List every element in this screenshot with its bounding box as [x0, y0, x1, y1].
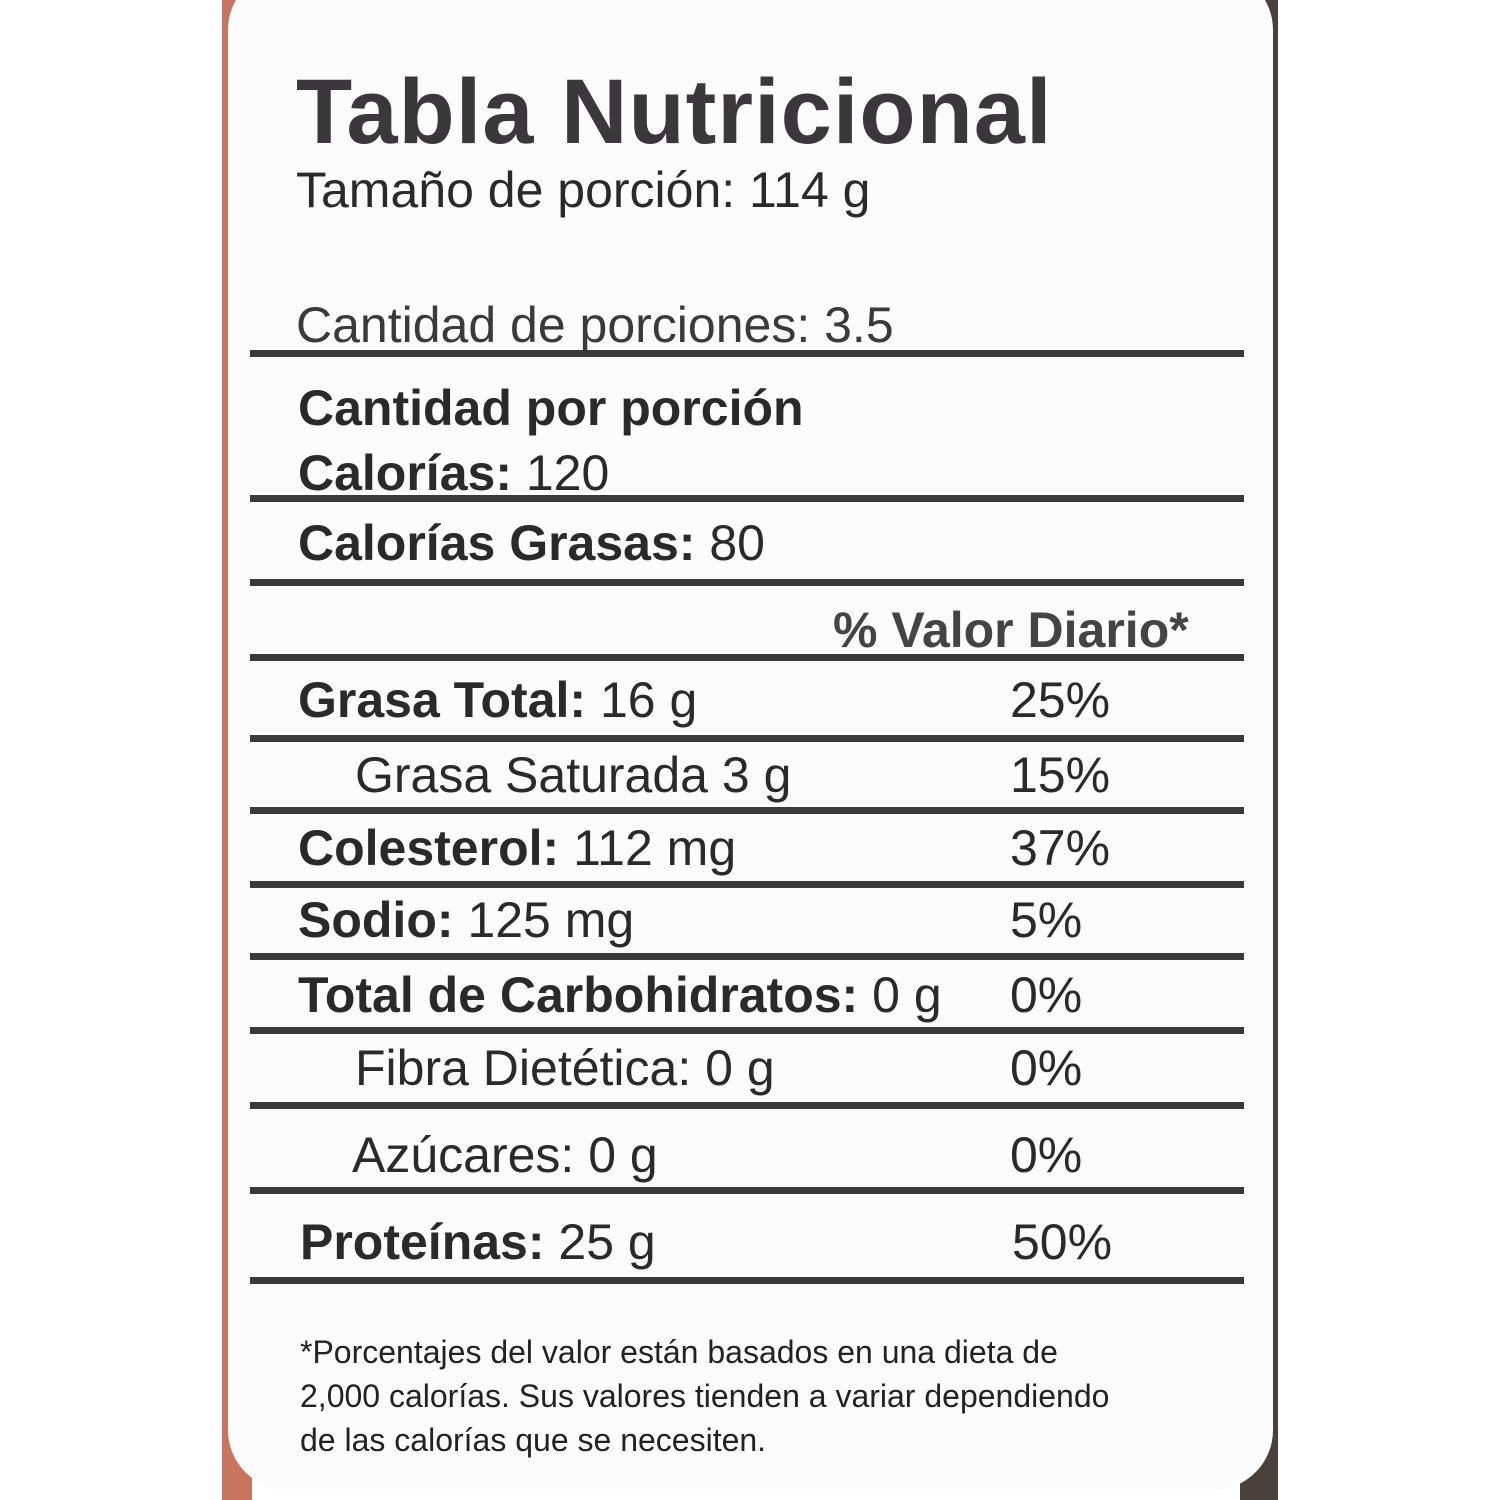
nutrient-row-sodium: Sodio: 125 mg: [298, 895, 634, 945]
nutrient-row-carbohydrates: Total de Carbohidratos: 0 g: [298, 970, 942, 1020]
divider: [250, 807, 1244, 814]
nutrient-label: Colesterol:: [298, 820, 560, 876]
nutrient-label: Proteínas:: [300, 1214, 545, 1270]
calories-value: 120: [525, 445, 610, 501]
nutrient-value: 112 mg: [573, 820, 737, 876]
nutrient-dv: 50%: [1012, 1214, 1113, 1270]
label-title: Tabla Nutricional: [296, 61, 1053, 163]
nutrient-dv: 25%: [1010, 672, 1111, 728]
calories-label: Calorías:: [298, 445, 512, 501]
nutrient-row-fiber: Fibra Dietética: 0 g: [355, 1040, 775, 1096]
divider: [250, 735, 1244, 742]
divider: [250, 495, 1244, 502]
fat-calories-row: Calorías Grasas: 80: [298, 518, 765, 568]
divider: [250, 1277, 1244, 1284]
nutrient-label: Grasa Total:: [298, 672, 587, 728]
nutrient-value: 0 g: [872, 967, 942, 1023]
nutrient-value: 25 g: [558, 1214, 656, 1270]
footnote-line: de las calorías que se necesiten.: [300, 1422, 767, 1458]
divider: [250, 1027, 1244, 1034]
nutrient-value: 125 mg: [467, 892, 635, 948]
divider: [250, 953, 1244, 960]
fat-calories-label: Calorías Grasas:: [298, 515, 696, 571]
divider: [250, 1187, 1244, 1194]
nutrient-row-sugars: Azúcares: 0 g: [352, 1127, 658, 1183]
nutrient-dv: 0%: [1010, 1127, 1083, 1183]
divider: [250, 1102, 1244, 1109]
divider: [250, 350, 1244, 357]
nutrient-row-saturated-fat: Grasa Saturada 3 g: [355, 747, 792, 803]
footnote-line: 2,000 calorías. Sus valores tienden a va…: [300, 1378, 1110, 1414]
nutrient-row-cholesterol: Colesterol: 112 mg: [298, 823, 736, 873]
footnote-line: *Porcentajes del valor están basados en …: [300, 1334, 1058, 1370]
nutrient-dv: 5%: [1010, 892, 1083, 948]
nutrient-dv: 0%: [1010, 967, 1083, 1023]
calories-row: Calorías: 120: [298, 448, 609, 498]
divider: [250, 654, 1244, 661]
nutrition-label: [228, 0, 1273, 1490]
nutrient-dv: 37%: [1010, 820, 1111, 876]
nutrient-label: Sodio:: [298, 892, 454, 948]
fat-calories-value: 80: [709, 515, 765, 571]
serving-size: Tamaño de porción: 114 g: [296, 162, 871, 218]
daily-value-header: % Valor Diario*: [833, 602, 1189, 658]
nutrient-dv: 15%: [1010, 747, 1111, 803]
nutrient-value: 16 g: [599, 672, 698, 728]
nutrient-label: Total de Carbohidratos:: [298, 967, 859, 1023]
nutrient-row-protein: Proteínas: 25 g: [300, 1217, 656, 1267]
divider: [250, 579, 1244, 586]
nutrient-dv: 0%: [1010, 1040, 1083, 1096]
servings-per-container: Cantidad de porciones: 3.5: [296, 297, 894, 353]
divider: [250, 881, 1244, 888]
nutrient-row-total-fat: Grasa Total: 16 g: [298, 675, 697, 725]
amount-per-serving: Cantidad por porción: [298, 380, 804, 436]
